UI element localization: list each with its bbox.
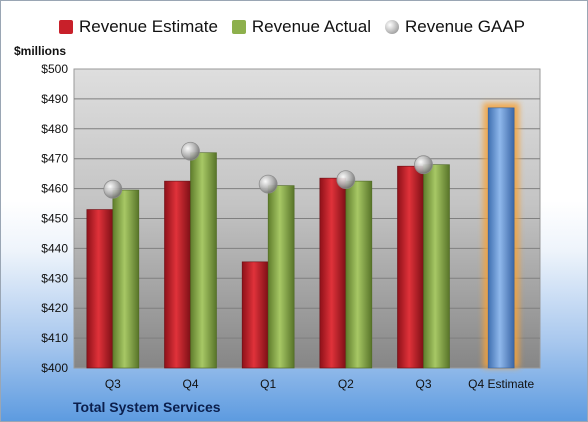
bar-q4-estimate	[487, 107, 515, 369]
gridlines	[74, 98, 540, 339]
legend-swatch-gaap	[385, 20, 399, 34]
y-tick-label: $430	[41, 271, 68, 285]
y-tick-label: $450	[41, 212, 68, 226]
bar-revenue-estimate	[86, 209, 114, 369]
y-tick-label: $490	[41, 92, 68, 106]
marker-revenue-gaap	[103, 179, 123, 199]
y-tick-label: $440	[41, 241, 68, 255]
bar-revenue-estimate	[164, 180, 191, 369]
company-name: Total System Services	[73, 399, 221, 415]
x-tick-label: Q3	[415, 377, 431, 391]
y-tick-label: $400	[41, 361, 68, 375]
y-axis: $400 $410 $420 $430 $440 $450 $460 $470 $480 $490…	[41, 62, 68, 375]
marker-revenue-gaap	[336, 170, 356, 190]
x-axis: Q3 Q4 Q1 Q2 Q3 Q4 Estimate	[105, 377, 535, 391]
marker-revenue-gaap	[181, 141, 200, 161]
bar-revenue-actual	[267, 185, 295, 369]
bar-revenue-estimate	[319, 177, 347, 369]
y-axis-unit-label: $millions	[14, 44, 67, 58]
marker-revenue-gaap	[414, 155, 433, 175]
y-tick-label: $420	[41, 301, 68, 315]
y-tick-label: $410	[41, 331, 68, 345]
legend-label-gaap: Revenue GAAP	[405, 17, 526, 36]
x-tick-label: Q2	[338, 377, 354, 391]
legend-entry-actual: Revenue Actual	[231, 17, 371, 37]
y-tick-label: $460	[41, 182, 68, 196]
legend-entry-estimate: Revenue Estimate	[59, 17, 218, 37]
y-tick-label: $500	[41, 62, 68, 76]
legend-swatch-estimate	[59, 20, 73, 34]
bar-revenue-actual	[112, 189, 140, 369]
bar-revenue-actual	[423, 164, 450, 369]
bar-revenue-estimate	[241, 261, 269, 369]
y-tick-label: $480	[41, 122, 68, 136]
marker-revenue-gaap	[258, 174, 278, 194]
y-tick-label: $470	[41, 152, 68, 166]
x-tick-label: Q1	[260, 377, 276, 391]
legend-label-actual: Revenue Actual	[251, 17, 371, 36]
bar-revenue-actual	[190, 152, 217, 369]
x-tick-label: Q4 Estimate	[468, 377, 534, 391]
legend: Revenue Estimate Revenue Actual Revenue …	[59, 17, 525, 37]
legend-swatch-actual	[231, 20, 246, 34]
bars	[86, 102, 520, 369]
bar-revenue-estimate	[397, 165, 424, 369]
legend-label-estimate: Revenue Estimate	[79, 17, 218, 36]
bar-revenue-actual	[345, 180, 373, 369]
x-tick-label: Q3	[105, 377, 121, 391]
x-tick-label: Q4	[182, 377, 198, 391]
legend-entry-gaap: Revenue GAAP	[385, 17, 525, 37]
